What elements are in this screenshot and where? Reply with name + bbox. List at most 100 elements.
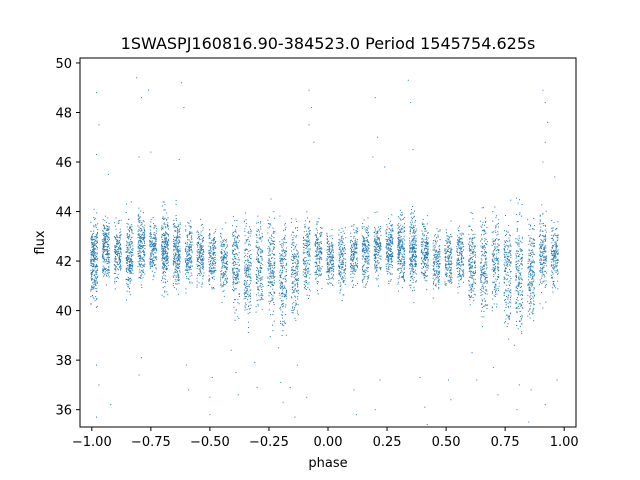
data-point [368,259,370,261]
data-point [93,284,95,286]
data-point [401,271,403,273]
data-point [362,248,364,250]
data-point [304,269,306,271]
data-point [202,241,204,243]
data-point [398,246,400,248]
data-point [132,247,134,249]
data-point [211,271,213,273]
data-point [221,286,223,288]
data-point [343,294,345,296]
data-point [176,226,178,228]
data-point [90,261,92,263]
data-point [308,228,310,230]
data-point [248,306,250,308]
data-point [117,278,119,280]
data-point [179,242,181,244]
data-point [273,282,275,284]
data-point [321,248,323,250]
data-point [273,293,275,295]
data-point [330,255,332,257]
data-point [411,219,413,221]
data-point [307,235,308,237]
data-point [279,307,281,309]
data-point [244,307,246,309]
data-point [331,277,333,279]
data-point [202,275,204,277]
data-point [399,264,401,266]
data-point [391,214,393,216]
data-point [196,242,198,244]
data-point [390,257,392,259]
data-point [285,250,287,252]
data-point [403,229,405,231]
data-point [222,259,224,261]
data-point [128,291,130,293]
data-point [107,269,109,271]
data-point [411,251,413,253]
data-point [411,254,413,256]
data-point [320,232,322,234]
data-point [326,256,328,258]
data-point [362,241,364,243]
data-point [150,265,152,267]
data-point [402,264,404,266]
data-point [186,262,188,264]
data-point [332,263,334,265]
data-point [318,265,320,267]
data-point [95,226,97,228]
data-point [257,241,259,243]
data-point [398,253,400,255]
data-point [106,242,108,244]
data-point [209,229,211,231]
data-point [316,224,318,226]
data-point [140,271,142,273]
data-point [398,250,400,252]
data-point [366,240,368,242]
data-point [120,251,122,253]
data-point [291,270,293,272]
data-point [209,242,211,244]
data-point [190,227,192,229]
data-point [128,255,130,257]
data-point [374,257,376,259]
data-point [409,248,411,250]
data-point [178,254,180,256]
data-point [387,238,389,240]
data-point [199,258,201,260]
data-point [115,245,117,247]
data-point [117,252,119,254]
data-point [166,226,168,228]
data-point [129,258,131,260]
data-point [303,281,305,283]
data-point [391,241,393,243]
data-point [397,246,399,248]
data-point [355,284,357,286]
data-point [224,284,226,286]
data-point [224,251,226,253]
data-point [404,262,406,264]
data-point [413,229,415,231]
data-point [128,267,130,269]
data-point [223,260,225,262]
data-point [270,272,272,274]
data-point [144,254,146,256]
data-point [341,236,343,238]
data-point [126,240,128,242]
data-point [175,259,177,261]
data-point [90,239,92,241]
data-point [316,223,318,225]
data-point [391,254,393,256]
data-point [167,280,169,282]
data-point [130,201,132,203]
data-point [258,258,260,260]
data-point [350,254,352,256]
data-point [368,250,370,252]
data-point [328,246,330,248]
data-point [273,291,275,293]
data-point [297,262,299,264]
data-point [374,239,376,241]
data-point [410,270,412,272]
data-point [387,243,389,245]
data-point [364,269,366,271]
data-point [414,239,416,241]
